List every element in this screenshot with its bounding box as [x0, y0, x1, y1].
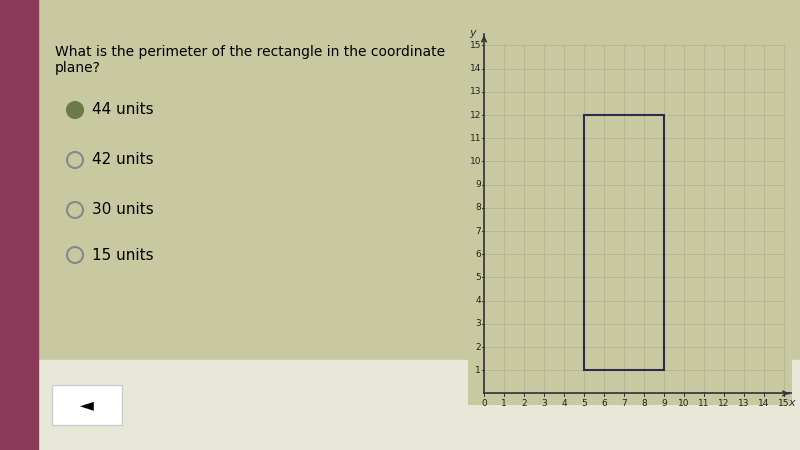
Text: 15: 15 — [778, 399, 790, 408]
Text: 4: 4 — [561, 399, 567, 408]
Text: 42 units: 42 units — [92, 153, 154, 167]
Text: 5: 5 — [475, 273, 481, 282]
Text: 3: 3 — [475, 320, 481, 328]
Text: 2: 2 — [521, 399, 527, 408]
Text: 0: 0 — [481, 399, 487, 408]
Text: 9: 9 — [475, 180, 481, 189]
Bar — [584, 115, 664, 370]
Text: 30 units: 30 units — [92, 202, 154, 217]
Text: 10: 10 — [470, 157, 481, 166]
Text: 44 units: 44 units — [92, 103, 154, 117]
Bar — [52, 385, 122, 425]
Text: 6: 6 — [601, 399, 607, 408]
Text: 9: 9 — [661, 399, 667, 408]
Bar — [0, 360, 800, 450]
Text: 1: 1 — [475, 366, 481, 375]
Text: 5: 5 — [581, 399, 587, 408]
Text: 13: 13 — [738, 399, 750, 408]
Text: What is the perimeter of the rectangle in the coordinate
plane?: What is the perimeter of the rectangle i… — [55, 45, 445, 75]
Text: 14: 14 — [758, 399, 770, 408]
Text: 11: 11 — [698, 399, 710, 408]
Text: y: y — [470, 27, 476, 38]
Text: 4: 4 — [475, 296, 481, 305]
Text: 7: 7 — [475, 226, 481, 235]
Text: 3: 3 — [541, 399, 547, 408]
Text: ◄: ◄ — [80, 396, 94, 414]
Text: 12: 12 — [470, 111, 481, 120]
Text: 15 units: 15 units — [92, 248, 154, 262]
Text: 12: 12 — [718, 399, 730, 408]
Text: 2: 2 — [475, 342, 481, 351]
Text: 11: 11 — [470, 134, 481, 143]
Text: 8: 8 — [641, 399, 647, 408]
Text: x: x — [789, 398, 795, 408]
Text: 8: 8 — [475, 203, 481, 212]
Bar — [0, 0, 38, 450]
Text: 1: 1 — [501, 399, 507, 408]
Text: 13: 13 — [470, 87, 481, 96]
Text: 6: 6 — [475, 250, 481, 259]
Text: 10: 10 — [678, 399, 690, 408]
Circle shape — [67, 102, 83, 118]
Text: 7: 7 — [621, 399, 627, 408]
Text: 14: 14 — [470, 64, 481, 73]
Text: 15: 15 — [470, 41, 481, 50]
